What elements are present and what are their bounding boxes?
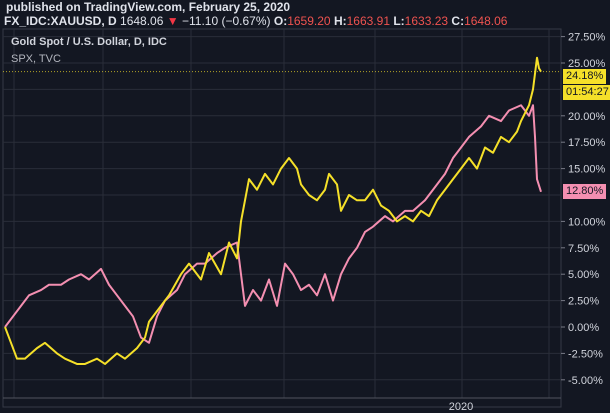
x-tick-label: 2020 [449,401,473,413]
y-tick-label: 2.50% [568,296,599,308]
y-tick-label: 15.00% [568,164,606,176]
y-tick-label: -5.00% [568,375,603,387]
symbol-header: FX_IDC:XAUUSD, D 1648.06 ▼ −11.10 (−0.67… [4,14,507,28]
high-label: H: [333,14,347,28]
high-value: 1663.91 [346,14,390,28]
countdown-tag: 01:54:27 [563,85,610,100]
compare-series-legend[interactable]: SPX, TVC [11,53,61,65]
plot-frame [2,28,562,408]
y-tick-label: 17.50% [568,137,606,149]
gold-price-tag: 24.18% [563,69,607,84]
y-tick-label: 27.50% [568,32,606,44]
y-tick-label: 25.00% [568,58,606,70]
price-change: −11.10 (−0.67%) [182,14,271,28]
triangle-down-icon: ▼ [166,14,179,28]
open-value: 1659.20 [287,14,331,28]
y-tick-label: 7.50% [568,243,599,255]
symbol: FX_IDC:XAUUSD, D [4,14,117,28]
low-label: L: [393,14,405,28]
close-value: 1648.06 [464,14,508,28]
y-tick-label: -2.50% [568,348,603,360]
spx-price-tag: 12.80% [563,184,607,199]
y-tick-label: 0.00% [568,322,599,334]
close-label: C: [451,14,465,28]
y-tick-label: 10.00% [568,216,606,228]
spx-series-line [4,104,542,344]
main-series-legend[interactable]: Gold Spot / U.S. Dollar, D, IDC [11,36,167,48]
open-label: O: [273,14,288,28]
published-line: published on TradingView.com, February 2… [6,0,291,14]
gold-series-line [4,56,542,365]
y-tick-label: 20.00% [568,111,606,123]
low-value: 1633.23 [404,14,449,28]
y-tick-label: 5.00% [568,269,599,281]
last-price: 1648.06 [120,14,164,28]
